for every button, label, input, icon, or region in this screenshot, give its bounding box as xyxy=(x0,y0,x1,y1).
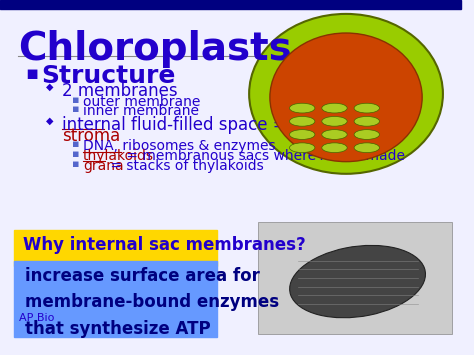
Text: stroma: stroma xyxy=(62,126,120,144)
Ellipse shape xyxy=(322,130,347,140)
Text: 2 membranes: 2 membranes xyxy=(62,82,178,100)
Text: ◆: ◆ xyxy=(46,82,54,92)
Ellipse shape xyxy=(290,130,315,140)
Bar xyxy=(0,0,461,9)
Ellipse shape xyxy=(290,245,426,318)
Text: ◆: ◆ xyxy=(46,116,54,126)
Bar xyxy=(258,223,452,334)
Ellipse shape xyxy=(249,14,443,174)
Text: = membranous sacs where ATP is made: = membranous sacs where ATP is made xyxy=(122,149,405,163)
Ellipse shape xyxy=(290,116,315,126)
Ellipse shape xyxy=(354,116,380,126)
Text: internal fluid-filled space =: internal fluid-filled space = xyxy=(62,116,292,134)
Ellipse shape xyxy=(322,143,347,153)
Text: ▪: ▪ xyxy=(72,139,79,149)
Text: ▪: ▪ xyxy=(72,159,79,169)
Ellipse shape xyxy=(270,33,422,162)
Text: thylakoids: thylakoids xyxy=(83,149,154,163)
FancyBboxPatch shape xyxy=(14,230,217,266)
Text: ▪: ▪ xyxy=(72,94,79,105)
Ellipse shape xyxy=(354,130,380,140)
Ellipse shape xyxy=(354,143,380,153)
Text: increase surface area for
membrane-bound enzymes
that synthesize ATP: increase surface area for membrane-bound… xyxy=(26,267,280,338)
Text: Chloroplasts: Chloroplasts xyxy=(18,29,292,67)
Text: = stacks of thylakoids: = stacks of thylakoids xyxy=(106,159,264,173)
Text: ▪: ▪ xyxy=(72,149,79,159)
Ellipse shape xyxy=(322,103,347,113)
Text: ▪: ▪ xyxy=(26,64,38,83)
Text: outer membrane: outer membrane xyxy=(83,94,201,109)
Ellipse shape xyxy=(290,103,315,113)
Text: grana: grana xyxy=(83,159,124,173)
Text: DNA, ribosomes & enzymes: DNA, ribosomes & enzymes xyxy=(83,139,276,153)
Text: Why internal sac membranes?: Why internal sac membranes? xyxy=(23,236,306,254)
Ellipse shape xyxy=(322,116,347,126)
Ellipse shape xyxy=(290,143,315,153)
Text: AP Bio: AP Bio xyxy=(19,313,55,323)
Ellipse shape xyxy=(354,103,380,113)
Text: inner membrane: inner membrane xyxy=(83,104,199,118)
Text: Structure: Structure xyxy=(42,64,176,88)
Text: ▪: ▪ xyxy=(72,104,79,114)
FancyBboxPatch shape xyxy=(14,261,217,337)
